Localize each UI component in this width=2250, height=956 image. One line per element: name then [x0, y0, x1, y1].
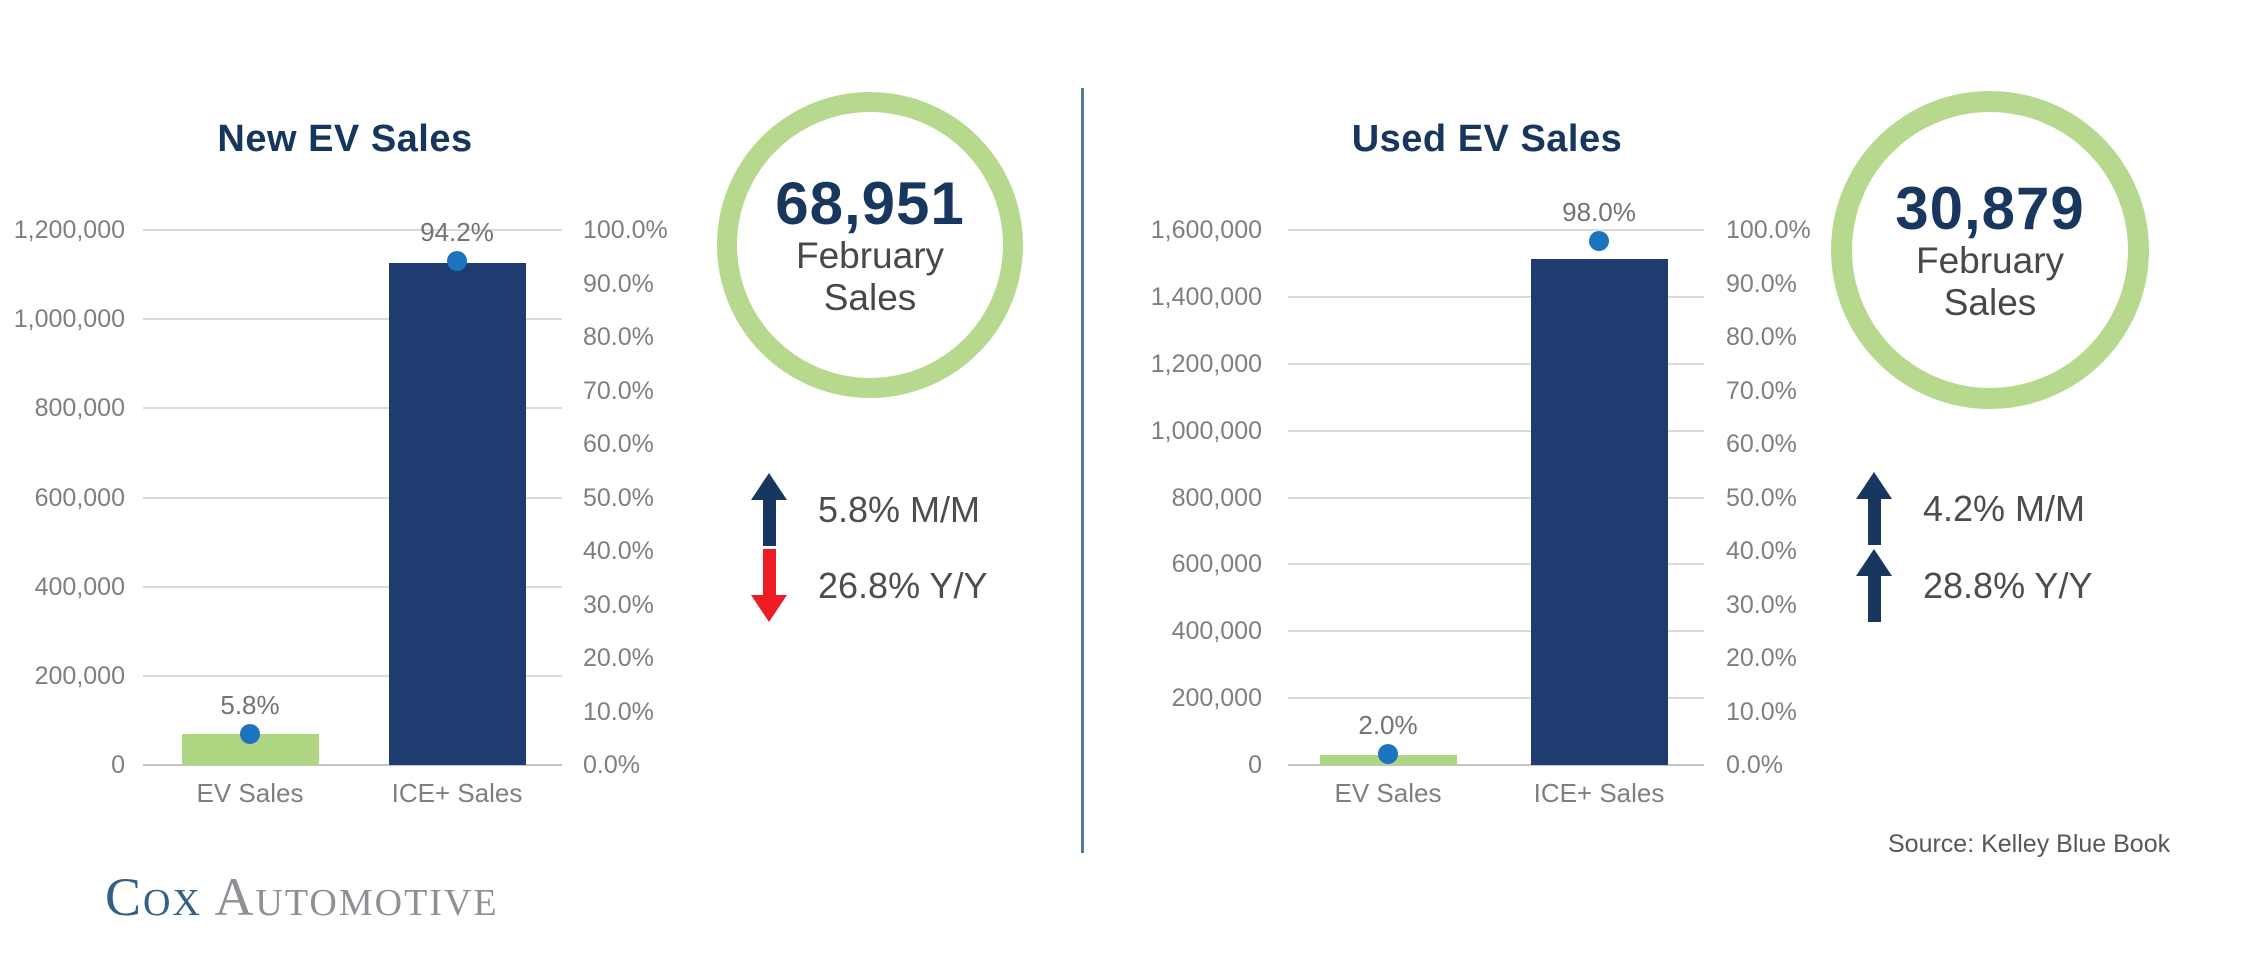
- y-axis-tick-label: 0: [111, 751, 125, 779]
- stat-value: 30,879: [1895, 175, 2085, 243]
- gridline: [1288, 764, 1704, 766]
- y-axis-tick-label: 200,000: [34, 661, 125, 690]
- vertical-divider: [1081, 88, 1084, 853]
- up-arrow-icon: [1855, 549, 1893, 622]
- bar-data-label: 94.2%: [420, 217, 494, 248]
- new-ev-february-sales-stat-circle: 68,951 February Sales: [717, 92, 1023, 398]
- bar-data-label: 5.8%: [220, 689, 280, 720]
- gridline: [1288, 697, 1704, 700]
- share-dot-marker: [1589, 230, 1609, 251]
- stat-label-line1: February: [795, 235, 945, 277]
- gridline: [143, 229, 562, 231]
- pct-axis-tick-label: 80.0%: [583, 323, 654, 351]
- y-axis-tick-label: 600,000: [1171, 550, 1262, 579]
- y-axis-tick-label: 0: [1248, 751, 1262, 779]
- gridline: [1288, 229, 1704, 231]
- stat-label-line2: Sales: [1943, 281, 2037, 323]
- pct-axis-tick-label: 80.0%: [1726, 323, 1797, 351]
- trend-label-mm: 4.2% M/M: [1923, 487, 2086, 529]
- share-dot-marker: [240, 723, 260, 744]
- source-note: Source: Kelley Blue Book: [1888, 830, 2171, 858]
- x-axis-category-label: ICE+ Sales: [391, 778, 523, 808]
- x-axis-category-label: EV Sales: [196, 778, 304, 808]
- gridline: [143, 318, 562, 321]
- pct-axis-tick-label: 30.0%: [583, 590, 654, 619]
- y-axis-tick-label: 800,000: [34, 394, 125, 423]
- gridline: [1288, 496, 1704, 499]
- pct-axis-tick-label: 90.0%: [583, 269, 654, 298]
- down-arrow-icon: [750, 549, 788, 622]
- bar-data-label: 98.0%: [1562, 196, 1636, 227]
- y-axis-tick-label: 1,200,000: [13, 216, 125, 244]
- stat-label-line2: Sales: [823, 276, 917, 318]
- y-axis-tick-label: 800,000: [1171, 483, 1262, 512]
- y-axis-tick-label: 1,000,000: [1150, 416, 1262, 445]
- gridline: [1288, 563, 1704, 566]
- gridline: [1288, 630, 1704, 633]
- gridline: [1288, 295, 1704, 298]
- gridline: [143, 764, 562, 766]
- gridline: [1288, 429, 1704, 432]
- pct-axis-tick-label: 90.0%: [1726, 269, 1797, 298]
- y-axis-tick-label: 1,600,000: [1150, 216, 1262, 244]
- chart-title-used-ev-sales: Used EV Sales: [1351, 118, 1623, 160]
- pct-axis-tick-label: 70.0%: [583, 376, 654, 405]
- share-dot-marker: [447, 251, 467, 272]
- pct-axis-tick-label: 60.0%: [1726, 430, 1797, 458]
- pct-axis-tick-label: 70.0%: [1726, 376, 1797, 405]
- new-ev-mm-trend: 5.8% M/M: [750, 473, 980, 546]
- pct-axis-tick-label: 30.0%: [1726, 590, 1797, 619]
- bar-data-label: 2.0%: [1358, 710, 1418, 741]
- pct-axis-tick-label: 40.0%: [583, 537, 654, 565]
- trend-label-mm: 5.8% M/M: [818, 488, 981, 530]
- stat-label-line1: February: [1915, 240, 2065, 282]
- used-ev-february-sales-stat-circle: 30,879 February Sales: [1831, 91, 2149, 409]
- pct-axis-tick-label: 100.0%: [583, 216, 668, 244]
- ice-plus-sales-bar: [388, 263, 526, 765]
- used-ev-mm-trend: 4.2% M/M: [1855, 472, 2085, 545]
- x-axis-category-label: EV Sales: [1334, 778, 1442, 808]
- y-axis-tick-label: 1,000,000: [13, 305, 125, 334]
- pct-axis-tick-label: 100.0%: [1726, 216, 1811, 244]
- up-arrow-icon: [750, 473, 788, 546]
- y-axis-tick-label: 600,000: [34, 483, 125, 512]
- stat-value: 68,951: [775, 170, 965, 238]
- used-ev-yy-trend: 28.8% Y/Y: [1855, 549, 2092, 622]
- y-axis-tick-label: 200,000: [1171, 684, 1262, 713]
- gridline: [143, 407, 562, 410]
- cox-automotive-logo: Cox Automotive: [105, 870, 499, 924]
- trend-label-yy: 28.8% Y/Y: [1923, 564, 2093, 606]
- y-axis-tick-label: 400,000: [1171, 617, 1262, 646]
- pct-axis-tick-label: 10.0%: [1726, 697, 1797, 726]
- pct-axis-tick-label: 20.0%: [1726, 644, 1797, 672]
- y-axis-tick-label: 1,200,000: [1150, 349, 1262, 378]
- pct-axis-tick-label: 50.0%: [583, 483, 654, 512]
- up-arrow-icon: [1855, 472, 1893, 545]
- logo-brand-primary: Cox: [105, 867, 202, 927]
- chart-title-new-ev-sales: New EV Sales: [217, 118, 473, 160]
- pct-axis-tick-label: 50.0%: [1726, 483, 1797, 512]
- gridline: [143, 674, 562, 677]
- ice-plus-sales-bar: [1530, 259, 1668, 765]
- y-axis-tick-label: 1,400,000: [1150, 282, 1262, 311]
- gridline: [143, 585, 562, 588]
- pct-axis-tick-label: 60.0%: [583, 430, 654, 458]
- y-axis-tick-label: 400,000: [34, 572, 125, 601]
- share-dot-marker: [1378, 744, 1398, 765]
- logo-brand-secondary: Automotive: [214, 867, 499, 927]
- new-ev-yy-trend: 26.8% Y/Y: [750, 549, 987, 622]
- pct-axis-tick-label: 10.0%: [583, 697, 654, 726]
- pct-axis-tick-label: 0.0%: [1726, 751, 1783, 779]
- pct-axis-tick-label: 20.0%: [583, 644, 654, 672]
- x-axis-category-label: ICE+ Sales: [1533, 778, 1665, 808]
- pct-axis-tick-label: 40.0%: [1726, 537, 1797, 565]
- gridline: [143, 496, 562, 499]
- trend-label-yy: 26.8% Y/Y: [818, 564, 988, 606]
- pct-axis-tick-label: 0.0%: [583, 751, 640, 779]
- gridline: [1288, 362, 1704, 365]
